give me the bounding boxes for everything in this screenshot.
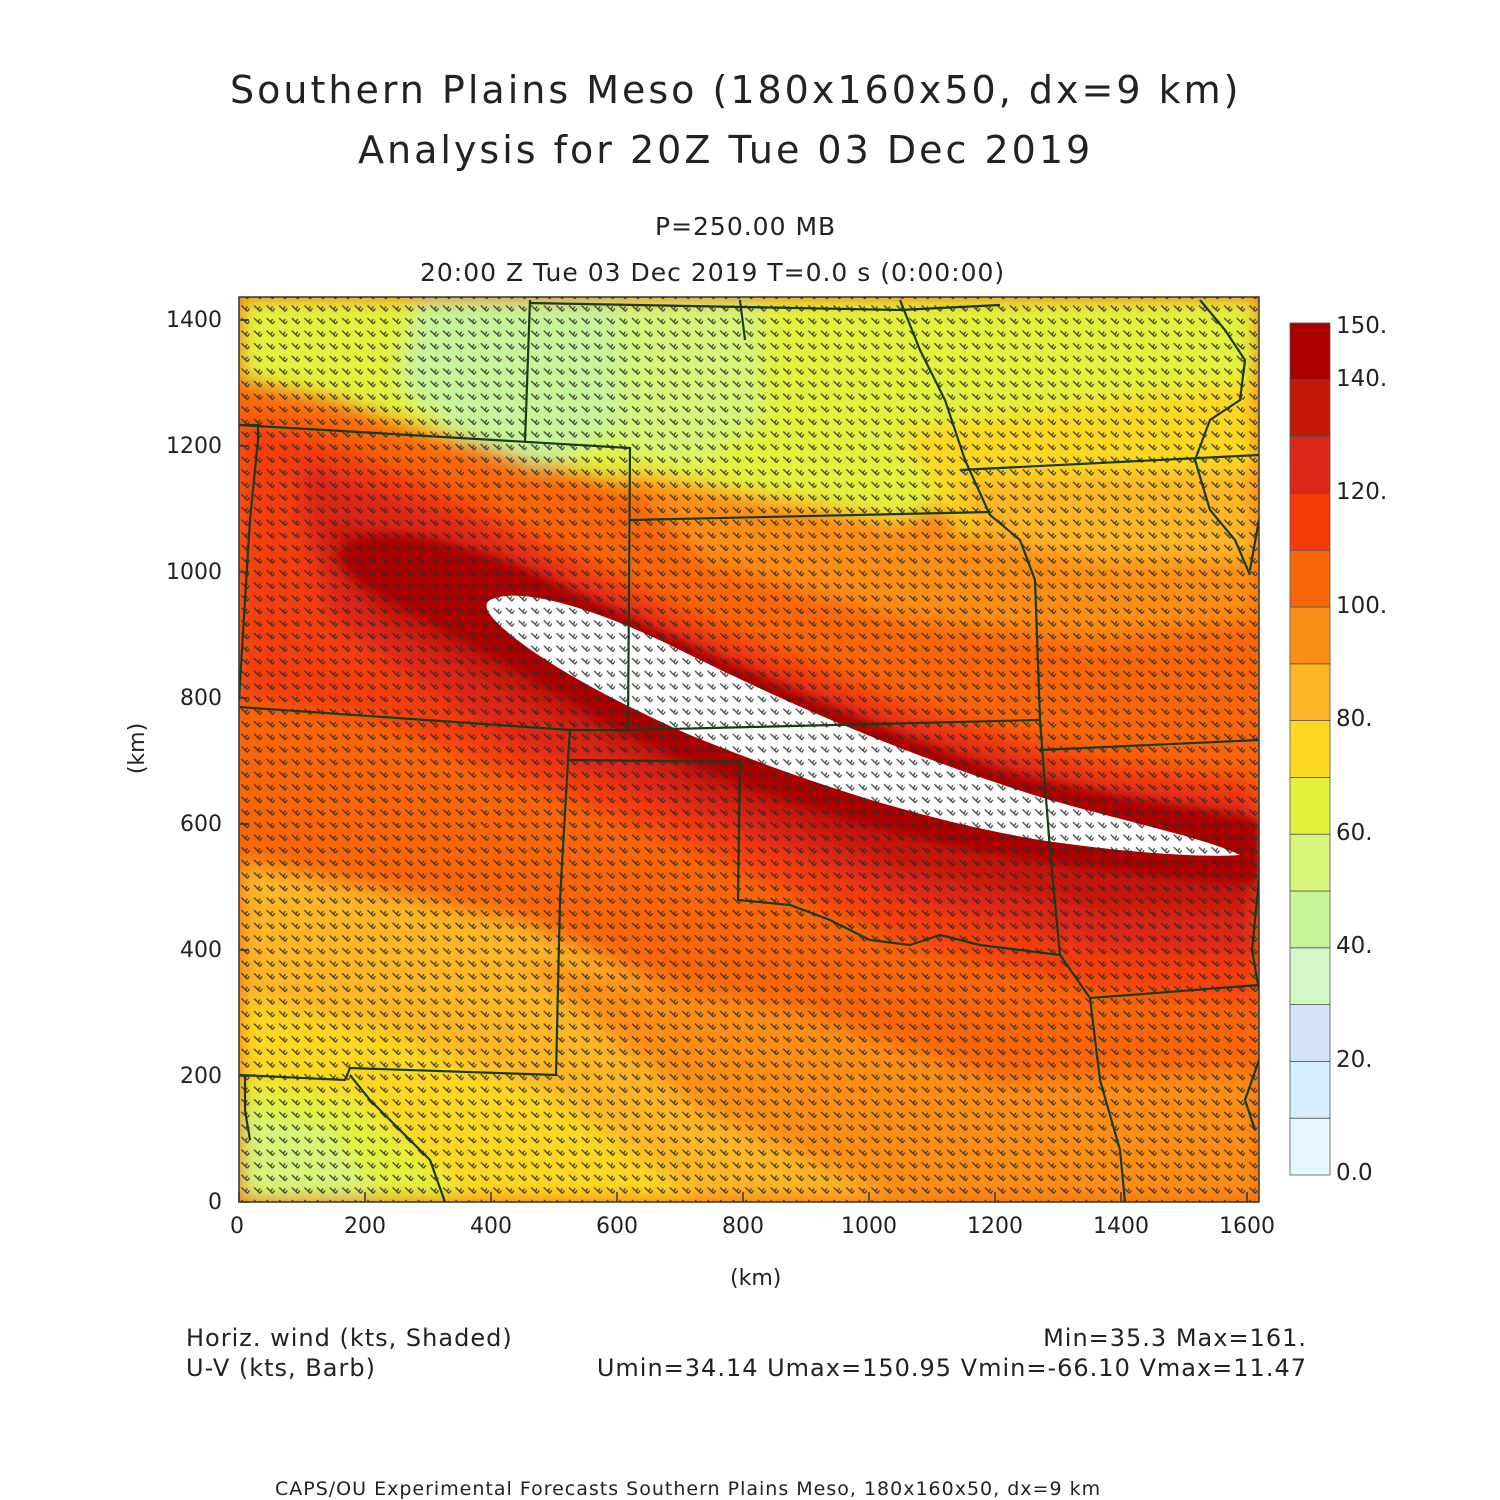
x-tick-label: 1400 bbox=[1093, 1214, 1149, 1239]
colorbar-label: 150. bbox=[1336, 313, 1388, 339]
pressure-level-label: P=250.00 MB bbox=[655, 212, 837, 241]
y-tick-label: 1200 bbox=[166, 434, 222, 459]
uv-stats: Umin=34.14 Umax=150.95 Vmin=-66.10 Vmax=… bbox=[596, 1354, 1307, 1382]
y-tick-label: 800 bbox=[180, 686, 222, 711]
colorbar-segment bbox=[1289, 606, 1331, 665]
x-tick-label: 1600 bbox=[1219, 1214, 1275, 1239]
colorbar-segment bbox=[1289, 1117, 1331, 1176]
title-line1: Southern Plains Meso (180x160x50, dx=9 k… bbox=[230, 68, 1242, 112]
valid-time-label: 20:00 Z Tue 03 Dec 2019 T=0.0 s (0:00:00… bbox=[420, 258, 1006, 287]
wind-barbs bbox=[239, 297, 1259, 1202]
colorbar-segment bbox=[1289, 663, 1331, 721]
colorbar-label: 100. bbox=[1336, 593, 1388, 619]
y-tick-label: 600 bbox=[180, 812, 222, 837]
colorbar-segment bbox=[1289, 492, 1331, 551]
colorbar-segment bbox=[1289, 720, 1331, 778]
y-tick-label: 1400 bbox=[166, 308, 222, 333]
min-max-stats: Min=35.3 Max=161. bbox=[1043, 1324, 1307, 1352]
colorbar bbox=[1289, 322, 1331, 1176]
colorbar-segment bbox=[1289, 777, 1331, 835]
x-tick-label: 400 bbox=[470, 1214, 512, 1239]
field-description-shaded: Horiz. wind (kts, Shaded) bbox=[186, 1324, 513, 1352]
colorbar-label: 20. bbox=[1336, 1047, 1373, 1073]
x-tick-label: 800 bbox=[722, 1214, 764, 1239]
y-tick-label: 0 bbox=[208, 1190, 222, 1215]
x-axis-label: (km) bbox=[730, 1266, 782, 1291]
colorbar-label: 80. bbox=[1336, 706, 1373, 732]
colorbar-segment bbox=[1289, 890, 1331, 949]
colorbar-label: 140. bbox=[1336, 366, 1388, 392]
colorbar-segment bbox=[1289, 549, 1331, 608]
colorbar-segment bbox=[1289, 1004, 1331, 1062]
x-tick-label: 0 bbox=[230, 1214, 244, 1239]
state-borders bbox=[239, 299, 1259, 1202]
colorbar-segment bbox=[1289, 379, 1331, 437]
colorbar-segment bbox=[1289, 1061, 1331, 1119]
title-line2: Analysis for 20Z Tue 03 Dec 2019 bbox=[358, 128, 1094, 172]
y-tick-label: 1000 bbox=[166, 560, 222, 585]
colorbar-label: 120. bbox=[1336, 479, 1388, 505]
y-tick-label: 400 bbox=[180, 938, 222, 963]
colorbar-segment bbox=[1289, 436, 1331, 494]
y-axis-label: (km) bbox=[125, 722, 151, 775]
y-tick-label: 200 bbox=[180, 1064, 222, 1089]
x-tick-label: 200 bbox=[344, 1214, 386, 1239]
credit-line: CAPS/OU Experimental Forecasts Southern … bbox=[275, 1478, 1102, 1500]
colorbar-label: 60. bbox=[1336, 820, 1373, 846]
colorbar-label: 40. bbox=[1336, 933, 1373, 959]
colorbar-segment bbox=[1289, 322, 1331, 381]
axis-ticks bbox=[238, 319, 1248, 1203]
x-tick-label: 1000 bbox=[841, 1214, 897, 1239]
shaded-wind-field bbox=[239, 297, 1259, 1202]
plot-frame bbox=[238, 296, 1260, 1203]
x-tick-label: 1200 bbox=[967, 1214, 1023, 1239]
colorbar-segment bbox=[1289, 833, 1331, 892]
field-description-barb: U-V (kts, Barb) bbox=[186, 1354, 376, 1382]
colorbar-label: 0.0 bbox=[1336, 1160, 1373, 1186]
colorbar-segment bbox=[1289, 947, 1331, 1005]
x-tick-label: 600 bbox=[596, 1214, 638, 1239]
